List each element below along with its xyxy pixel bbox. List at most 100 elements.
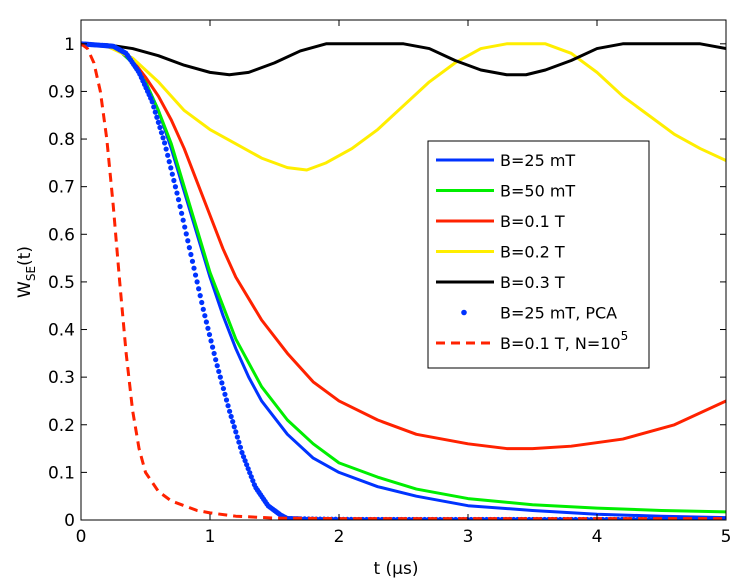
pca-data-point	[242, 458, 248, 464]
legend-entry: B=25 mT, PCA	[461, 304, 617, 323]
y-axis-label-tail: (t)	[15, 246, 35, 266]
pca-data-point	[216, 368, 222, 375]
pca-data-point	[230, 419, 236, 425]
pca-data-point	[240, 454, 247, 460]
pca-data-point	[160, 135, 166, 141]
legend-entry: B=25 mT	[436, 151, 575, 170]
series-6-pca-dots	[81, 41, 726, 520]
y-axis-label: WSE(t)	[15, 246, 38, 298]
pca-data-point	[177, 203, 183, 210]
pca-data-point	[245, 466, 251, 472]
pca-data-point	[154, 114, 160, 120]
pca-data-point	[180, 217, 186, 223]
pca-data-point	[155, 119, 161, 125]
series-3-line	[81, 42, 726, 451]
legend-label: B=0.1 T	[500, 212, 565, 231]
pca-data-point	[214, 363, 220, 369]
pca-data-point	[151, 104, 157, 110]
legend-label: B=25 mT	[500, 151, 575, 170]
pca-data-point	[219, 380, 225, 386]
pca-data-point	[191, 265, 197, 271]
pca-data-point	[236, 439, 242, 445]
pca-data-point	[179, 210, 185, 216]
series-4-line	[81, 42, 726, 172]
pca-data-point	[186, 245, 192, 251]
y-tick-label: 0.9	[48, 82, 75, 102]
y-tick-label: 0.5	[48, 273, 75, 293]
pca-data-point	[225, 403, 231, 409]
pca-data-point	[213, 357, 219, 363]
pca-data-point	[185, 238, 191, 244]
series-group	[81, 41, 726, 520]
legend-entry: B=50 mT	[436, 182, 575, 201]
pca-data-point	[149, 99, 155, 105]
pca-data-point	[189, 258, 196, 264]
pca-data-point	[196, 286, 202, 292]
pca-data-point	[194, 279, 200, 285]
x-tick-label: 2	[334, 527, 345, 547]
pca-data-point	[205, 325, 211, 331]
pca-data-point	[169, 171, 175, 177]
pca-data-point	[163, 146, 169, 152]
pca-data-point	[208, 338, 214, 344]
pca-data-point	[199, 299, 205, 306]
legend-entry: B=0.1 T, N=105	[436, 329, 628, 353]
pca-data-point	[248, 474, 254, 480]
pca-data-point	[234, 434, 240, 440]
y-tick-label: 0.3	[48, 368, 75, 388]
y-axis-label-main: W	[15, 281, 35, 298]
pca-data-point	[165, 152, 171, 158]
plot-area	[81, 41, 726, 520]
pca-data-point	[237, 444, 244, 450]
pca-data-point	[247, 470, 253, 476]
x-tick-label: 4	[592, 527, 603, 547]
y-tick-label: 0	[64, 511, 75, 531]
legend-label: B=25 mT, PCA	[500, 304, 617, 323]
y-tick-label: 1	[64, 35, 75, 55]
pca-data-point	[209, 344, 216, 350]
legend-label: B=50 mT	[500, 182, 575, 201]
axes-frame	[80, 19, 727, 521]
pca-data-point	[171, 177, 177, 184]
pca-data-point	[250, 478, 256, 484]
pca-data-point	[231, 424, 237, 430]
series-5-line	[81, 42, 726, 77]
pca-data-point	[220, 385, 227, 392]
pca-data-point	[152, 109, 158, 115]
legend-label: B=0.3 T	[500, 273, 565, 292]
pca-data-point	[200, 306, 206, 312]
pca-data-point	[228, 413, 234, 420]
x-tick-label: 0	[76, 527, 87, 547]
pca-data-point	[206, 331, 213, 338]
pca-data-point	[161, 140, 168, 146]
pca-data-point	[203, 319, 209, 325]
legend-label: B=0.1 T, N=105	[500, 329, 628, 353]
y-tick-label: 0.2	[48, 416, 75, 436]
pca-data-point	[157, 124, 163, 131]
pca-data-point	[197, 293, 203, 299]
legend-swatch	[461, 309, 467, 316]
pca-data-point	[166, 159, 172, 165]
pca-data-point	[192, 272, 199, 278]
legend: B=25 mT B=50 mT B=0.1 T B=0.2 T B=0.3 T B=25 …	[427, 140, 650, 369]
x-tick-label: 5	[721, 527, 732, 547]
pca-data-point	[168, 165, 174, 171]
y-tick-label: 0.1	[48, 463, 75, 483]
y-tick-label: 0.8	[48, 130, 75, 150]
series-7-line	[81, 42, 726, 520]
pca-data-point	[202, 313, 208, 319]
pca-data-point	[233, 429, 239, 435]
y-tick-label: 0.6	[48, 225, 75, 245]
pca-data-point	[188, 251, 194, 258]
legend-entry: B=0.1 T	[436, 212, 565, 231]
pca-data-point	[239, 449, 245, 456]
pca-data-point	[211, 350, 217, 357]
pca-data-point	[217, 374, 223, 380]
x-tick-label: 1	[205, 527, 216, 547]
x-axis-label: t (µs)	[373, 559, 418, 579]
y-axis-label-sub: SE	[24, 266, 38, 281]
x-tick-label: 3	[463, 527, 474, 547]
legend-entry: B=0.3 T	[436, 273, 565, 292]
pca-data-point	[158, 130, 165, 136]
axes: 0 1 2 3 4 5 0 0.1 0.2 0.3 0.4 0.5 0.6 0.7 0.8 0.9 1	[48, 19, 732, 547]
